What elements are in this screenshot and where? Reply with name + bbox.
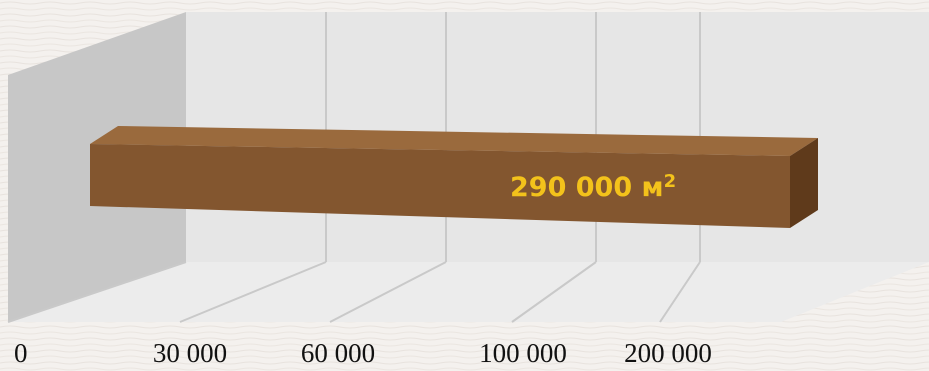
bar-front-face: [90, 144, 790, 228]
bars: [90, 126, 818, 228]
bar-data-label: 290 000 м2: [510, 171, 676, 203]
bar-side-face: [790, 138, 818, 228]
gridline-floor: [7, 261, 187, 323]
gridline-floor: [179, 261, 327, 323]
bar-top-face: [90, 126, 818, 156]
bar-data-label-superscript: 2: [664, 171, 677, 192]
bar-data-label-text: 290 000 м: [510, 172, 664, 203]
gridline-floor: [511, 261, 597, 323]
x-tick-label: 60 000: [301, 338, 375, 368]
x-tick-label: 30 000: [153, 338, 227, 368]
floor: [8, 262, 929, 322]
x-tick-label: 0: [14, 338, 28, 368]
gridline-floor: [329, 261, 447, 323]
x-tick-label: 100 000: [479, 338, 567, 368]
gridline-floor: [659, 261, 701, 323]
x-tick-label: 200 000: [624, 338, 712, 368]
